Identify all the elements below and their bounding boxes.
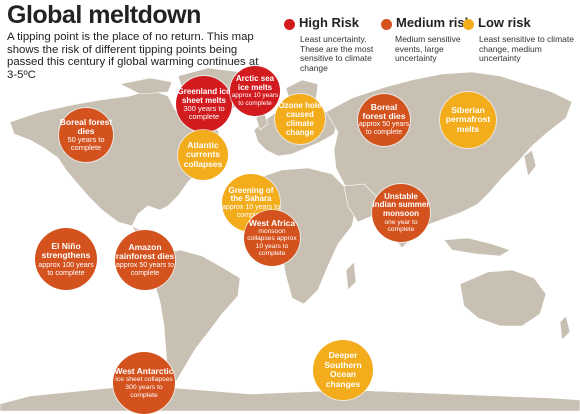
tp-atlantic-name: Atlantic currents collapses bbox=[183, 139, 223, 169]
tp-indian-detail: one year to complete bbox=[384, 218, 418, 234]
tp-west-antarctic: West Antarctic ice sheet collapses 300 y… bbox=[113, 352, 175, 414]
tp-indian-name: Unstable Indian summer monsoon bbox=[372, 191, 430, 219]
tp-southern-ocean-name: Deeper Southern Ocean changes bbox=[324, 350, 362, 389]
south-america bbox=[151, 249, 241, 383]
tp-boreal-asia-detail: approx 50 years to complete bbox=[358, 121, 410, 136]
tp-boreal-na-detail: 50 years to complete bbox=[67, 135, 105, 152]
tp-siberian-name: Siberian permafrost melts bbox=[445, 104, 491, 134]
madagascar bbox=[345, 261, 357, 291]
antarctica bbox=[0, 385, 580, 411]
tp-sahara-name: Greening of the Sahara bbox=[228, 185, 274, 204]
tp-boreal-asia: Boreal forest dies approx 50 years to co… bbox=[358, 94, 410, 146]
tp-boreal-asia-name: Boreal forest dies bbox=[362, 102, 406, 122]
tp-boreal-na-name: Boreal forest dies bbox=[59, 117, 113, 136]
tp-indian: Unstable Indian summer monsoon one year … bbox=[372, 184, 430, 242]
tp-greenland-name: Greenland ice sheet melts bbox=[177, 87, 231, 105]
legend-high-label: High Risk bbox=[299, 15, 359, 30]
tp-arctic-name: Arctic sea ice melts bbox=[235, 74, 275, 92]
tp-amazon: Amazon rainforest dies approx 50 years t… bbox=[115, 230, 175, 290]
tp-elnino-name: El Niño strengthens bbox=[41, 240, 91, 260]
tp-west-africa-name: West Africa bbox=[248, 218, 296, 229]
intro-text: A tipping point is the place of no retur… bbox=[7, 31, 259, 81]
legend-low-label: Low risk bbox=[478, 15, 531, 30]
tp-boreal-na: Boreal forest dies 50 years to complete bbox=[59, 108, 113, 162]
tp-greenland: Greenland ice sheet melts 300 years to c… bbox=[176, 76, 232, 132]
tp-arctic: Arctic sea ice melts approx 10 years to … bbox=[230, 66, 280, 116]
tp-amazon-name: Amazon rainforest dies bbox=[115, 241, 175, 262]
tp-arctic-detail: approx 10 years to complete bbox=[231, 92, 279, 107]
legend-high-desc: Least uncertainty. These are the most se… bbox=[300, 34, 374, 73]
tp-west-antarctic-name: West Antarctic bbox=[114, 365, 174, 376]
legend-medium-label: Medium risk bbox=[396, 15, 472, 30]
tp-elnino-detail: approx 100 years to complete bbox=[38, 259, 94, 277]
legend-medium-desc: Medium sensitive events, large uncertain… bbox=[395, 34, 461, 63]
canada-islands bbox=[119, 77, 173, 95]
tp-elnino: El Niño strengthens approx 100 years to … bbox=[35, 228, 97, 290]
tp-west-antarctic-detail: ice sheet collapses 300 years to complet… bbox=[115, 376, 173, 399]
tp-siberian: Siberian permafrost melts bbox=[440, 92, 496, 148]
japan bbox=[523, 149, 537, 177]
tp-west-africa-detail: monsoon collapses approx 10 years to com… bbox=[247, 228, 297, 257]
tp-ozone: Ozone hole caused climate change bbox=[275, 94, 325, 144]
new-zealand bbox=[559, 315, 571, 341]
high-risk-dot bbox=[284, 19, 295, 30]
tp-west-africa: West Africa monsoon collapses approx 10 … bbox=[244, 210, 300, 266]
tp-amazon-detail: approx 50 years to complete bbox=[116, 261, 174, 277]
australia bbox=[459, 269, 547, 327]
page-title: Global meltdown bbox=[7, 1, 201, 29]
tp-atlantic: Atlantic currents collapses bbox=[178, 130, 228, 180]
indonesia bbox=[443, 237, 511, 257]
tp-greenland-detail: 300 years to complete bbox=[183, 104, 225, 121]
tp-sahara-detail: approx 10 years to complete bbox=[222, 204, 280, 219]
tp-southern-ocean: Deeper Southern Ocean changes bbox=[313, 340, 373, 400]
low-risk-dot bbox=[463, 19, 474, 30]
tp-ozone-name: Ozone hole caused climate change bbox=[278, 101, 322, 137]
medium-risk-dot bbox=[381, 19, 392, 30]
legend-low-desc: Least sensitive to climate change, mediu… bbox=[479, 34, 574, 63]
